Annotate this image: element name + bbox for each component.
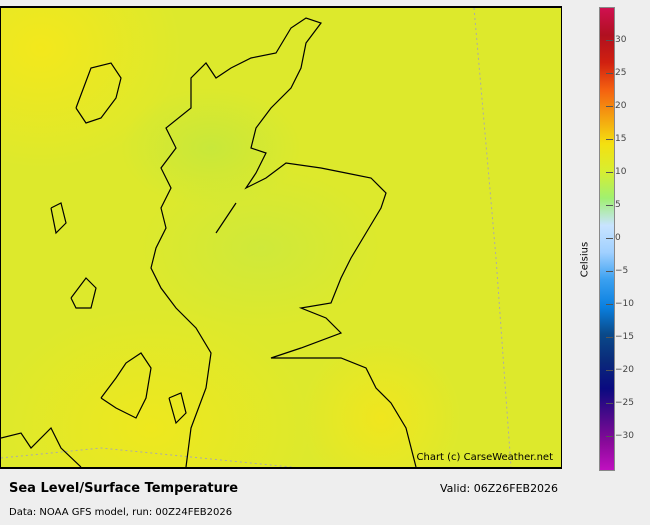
- colorbar-tick-mark: [606, 172, 613, 173]
- colorbar-tick-mark: [606, 436, 613, 437]
- colorbar-tick-mark: [606, 304, 613, 305]
- colorbar-tick-mark: [606, 205, 613, 206]
- valid-time: Valid: 06Z26FEB2026: [440, 482, 559, 495]
- map-title: Sea Level/Surface Temperature: [9, 481, 239, 496]
- coastline: [1, 8, 512, 467]
- colorbar-tick-mark: [606, 106, 613, 107]
- colorbar-tick-label: −20: [615, 365, 634, 375]
- temperature-map: Chart (c) CarseWeather.net: [0, 6, 562, 469]
- colorbar-tick-label: −15: [615, 332, 634, 342]
- colorbar-unit-label: Celsius: [579, 241, 591, 278]
- chart-credit: Chart (c) CarseWeather.net: [416, 452, 554, 463]
- colorbar-tick-label: −5: [615, 266, 629, 276]
- colorbar-tick-label: 25: [615, 68, 627, 78]
- colorbar-tick-label: −10: [615, 299, 634, 309]
- colorbar-tick-label: 0: [615, 233, 621, 243]
- colorbar-tick-mark: [606, 403, 613, 404]
- colorbar-tick-mark: [606, 73, 613, 74]
- colorbar-tick-label: 30: [615, 35, 627, 45]
- colorbar: [599, 7, 615, 471]
- colorbar-tick-label: −25: [615, 398, 634, 408]
- colorbar-tick-label: 15: [615, 134, 627, 144]
- colorbar-tick-mark: [606, 271, 613, 272]
- colorbar-tick-mark: [606, 337, 613, 338]
- colorbar-tick-label: 10: [615, 167, 627, 177]
- colorbar-tick-mark: [606, 370, 613, 371]
- colorbar-tick-label: −30: [615, 431, 634, 441]
- colorbar-tick-mark: [606, 238, 613, 239]
- colorbar-tick-label: 5: [615, 200, 621, 210]
- data-source: Data: NOAA GFS model, run: 00Z24FEB2026: [9, 507, 233, 518]
- colorbar-tick-mark: [606, 139, 613, 140]
- colorbar-tick-mark: [606, 40, 613, 41]
- colorbar-tick-label: 20: [615, 101, 627, 111]
